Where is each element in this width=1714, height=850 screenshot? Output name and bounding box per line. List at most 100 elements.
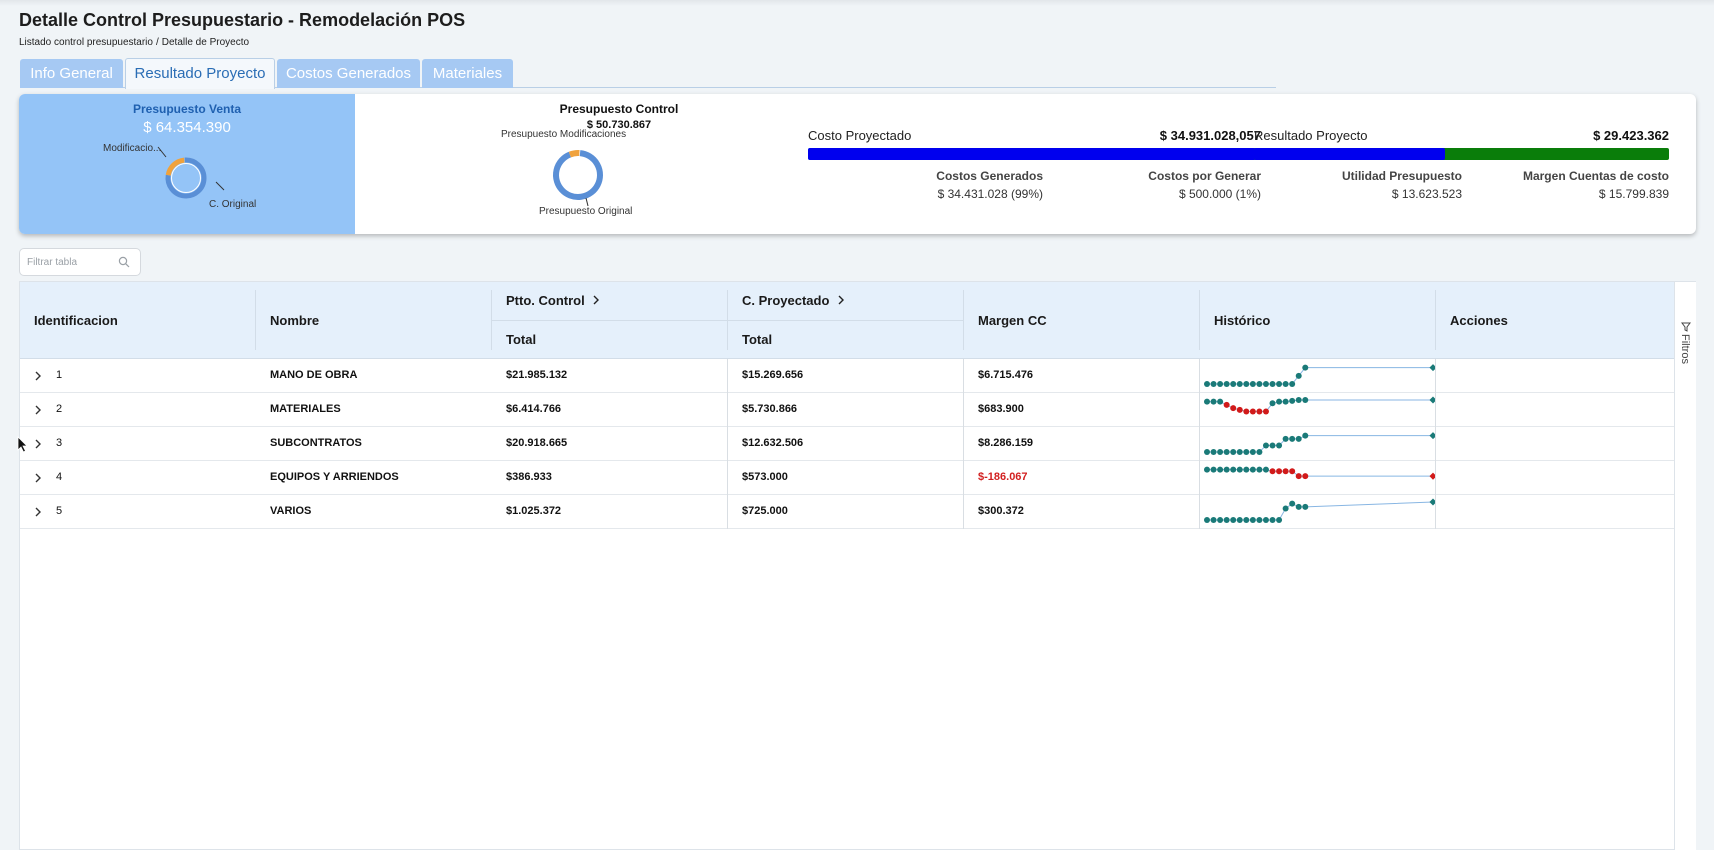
expand-chevron-icon[interactable]: [33, 439, 43, 449]
sparkline-point[interactable]: [1276, 442, 1283, 449]
donut-slice-original[interactable]: [165, 157, 207, 199]
sparkline-point[interactable]: [1302, 364, 1309, 371]
sparkline-point[interactable]: [1236, 449, 1243, 455]
sparkline-point[interactable]: [1262, 408, 1269, 415]
expand-chevron-icon[interactable]: [33, 405, 43, 415]
sparkline-point[interactable]: [1204, 466, 1210, 473]
table-row[interactable]: 3 SUBCONTRATOS $20.918.665 $12.632.506 $…: [20, 427, 1674, 461]
sparkline-point[interactable]: [1282, 381, 1289, 387]
donut-slice-modificaciones[interactable]: [568, 150, 580, 158]
sparkline-point[interactable]: [1236, 381, 1243, 387]
sparkline-point[interactable]: [1295, 372, 1302, 379]
table-row[interactable]: 2 MATERIALES $6.414.766 $5.730.866 $683.…: [20, 393, 1674, 427]
header-identificacion[interactable]: Identificacion: [34, 313, 118, 328]
historico-sparkline[interactable]: [1201, 461, 1435, 495]
sparkline-point[interactable]: [1210, 449, 1217, 455]
sparkline-point[interactable]: [1230, 381, 1237, 387]
sparkline-point[interactable]: [1269, 381, 1276, 387]
sparkline-point[interactable]: [1223, 381, 1230, 387]
sparkline-point[interactable]: [1230, 449, 1237, 455]
sparkline-point[interactable]: [1223, 466, 1230, 473]
sparkline-point[interactable]: [1249, 381, 1256, 387]
sparkline-point[interactable]: [1236, 517, 1243, 523]
sparkline-point[interactable]: [1262, 381, 1269, 387]
filter-table-input[interactable]: [27, 255, 117, 269]
historico-sparkline[interactable]: [1201, 427, 1435, 461]
sparkline-point[interactable]: [1276, 517, 1283, 523]
sparkline-point[interactable]: [1289, 435, 1296, 442]
sparkline-point[interactable]: [1210, 398, 1217, 405]
chevron-right-icon[interactable]: [837, 295, 845, 305]
expand-chevron-icon[interactable]: [33, 473, 43, 483]
tab-costos-generados[interactable]: Costos Generados: [277, 59, 420, 88]
sparkline-point[interactable]: [1276, 381, 1283, 387]
sparkline-point[interactable]: [1243, 381, 1250, 387]
table-row[interactable]: 5 VARIOS $1.025.372 $725.000 $300.372: [20, 495, 1674, 529]
sparkline-point[interactable]: [1262, 517, 1269, 523]
tab-materiales[interactable]: Materiales: [422, 59, 513, 88]
header-margen-cc[interactable]: Margen CC: [978, 313, 1047, 328]
sparkline-point[interactable]: [1223, 517, 1230, 523]
sparkline-point[interactable]: [1289, 381, 1296, 387]
sparkline-point[interactable]: [1204, 517, 1210, 523]
sparkline-point[interactable]: [1282, 398, 1289, 405]
table-row[interactable]: 4 EQUIPOS Y ARRIENDOS $386.933 $573.000 …: [20, 461, 1674, 495]
historico-sparkline[interactable]: [1201, 393, 1435, 427]
filtros-label[interactable]: Filtros: [1679, 334, 1691, 364]
donut-slice-original[interactable]: [553, 150, 603, 200]
sparkline-point[interactable]: [1204, 398, 1210, 405]
sparkline-point[interactable]: [1249, 449, 1256, 455]
sparkline-point[interactable]: [1289, 397, 1296, 404]
sparkline-point[interactable]: [1210, 466, 1217, 473]
sparkline-point[interactable]: [1210, 381, 1217, 387]
sparkline-point[interactable]: [1204, 449, 1210, 455]
expand-chevron-icon[interactable]: [33, 507, 43, 517]
header-historico[interactable]: Histórico: [1214, 313, 1271, 328]
control-donut[interactable]: [553, 150, 603, 200]
header-ptto-total[interactable]: Total: [506, 332, 537, 347]
header-ptto-control[interactable]: Ptto. Control: [506, 293, 600, 308]
sparkline-point[interactable]: [1269, 468, 1276, 475]
sparkline-point[interactable]: [1230, 405, 1237, 412]
filters-side-panel[interactable]: Filtros: [1674, 282, 1696, 850]
sparkline-point[interactable]: [1276, 398, 1283, 405]
sparkline-point[interactable]: [1243, 466, 1250, 473]
sparkline-point[interactable]: [1230, 466, 1237, 473]
sparkline-point[interactable]: [1243, 517, 1250, 523]
sparkline-point[interactable]: [1256, 408, 1263, 415]
sparkline-point[interactable]: [1236, 406, 1243, 413]
sparkline-point[interactable]: [1230, 517, 1237, 523]
sparkline-point[interactable]: [1262, 442, 1269, 449]
sparkline-point[interactable]: [1302, 432, 1309, 439]
sparkline-point[interactable]: [1295, 435, 1302, 442]
sparkline-point[interactable]: [1269, 517, 1276, 523]
sparkline-point[interactable]: [1249, 408, 1256, 415]
chevron-right-icon[interactable]: [592, 295, 600, 305]
sparkline-point[interactable]: [1295, 397, 1302, 403]
sparkline-point[interactable]: [1282, 468, 1289, 475]
donut-slice-modificaciones[interactable]: [165, 157, 185, 176]
table-row[interactable]: 1 MANO DE OBRA $21.985.132 $15.269.656 $…: [20, 359, 1674, 393]
sparkline-point[interactable]: [1217, 381, 1224, 387]
tab-resultado-proyecto[interactable]: Resultado Proyecto: [125, 58, 275, 89]
sparkline-point[interactable]: [1236, 466, 1243, 473]
sparkline-point[interactable]: [1282, 435, 1289, 442]
sparkline-point[interactable]: [1217, 517, 1224, 523]
breadcrumb-link-listado[interactable]: Listado control presupuestario: [19, 37, 153, 48]
sparkline-point[interactable]: [1210, 517, 1217, 523]
sparkline-point[interactable]: [1249, 466, 1256, 473]
sparkline-point[interactable]: [1256, 466, 1263, 473]
search-icon[interactable]: [118, 256, 130, 268]
sparkline-point[interactable]: [1223, 401, 1230, 408]
sparkline-point[interactable]: [1256, 517, 1263, 523]
sparkline-point[interactable]: [1302, 503, 1309, 510]
sparkline-point[interactable]: [1295, 473, 1302, 480]
venta-donut[interactable]: [165, 157, 207, 199]
historico-sparkline[interactable]: [1201, 495, 1435, 529]
header-proy-total[interactable]: Total: [742, 332, 773, 347]
sparkline-point[interactable]: [1302, 397, 1309, 403]
sparkline-point[interactable]: [1217, 466, 1224, 473]
sparkline-point[interactable]: [1204, 381, 1210, 387]
sparkline-point[interactable]: [1217, 449, 1224, 455]
sparkline-point[interactable]: [1217, 398, 1224, 405]
